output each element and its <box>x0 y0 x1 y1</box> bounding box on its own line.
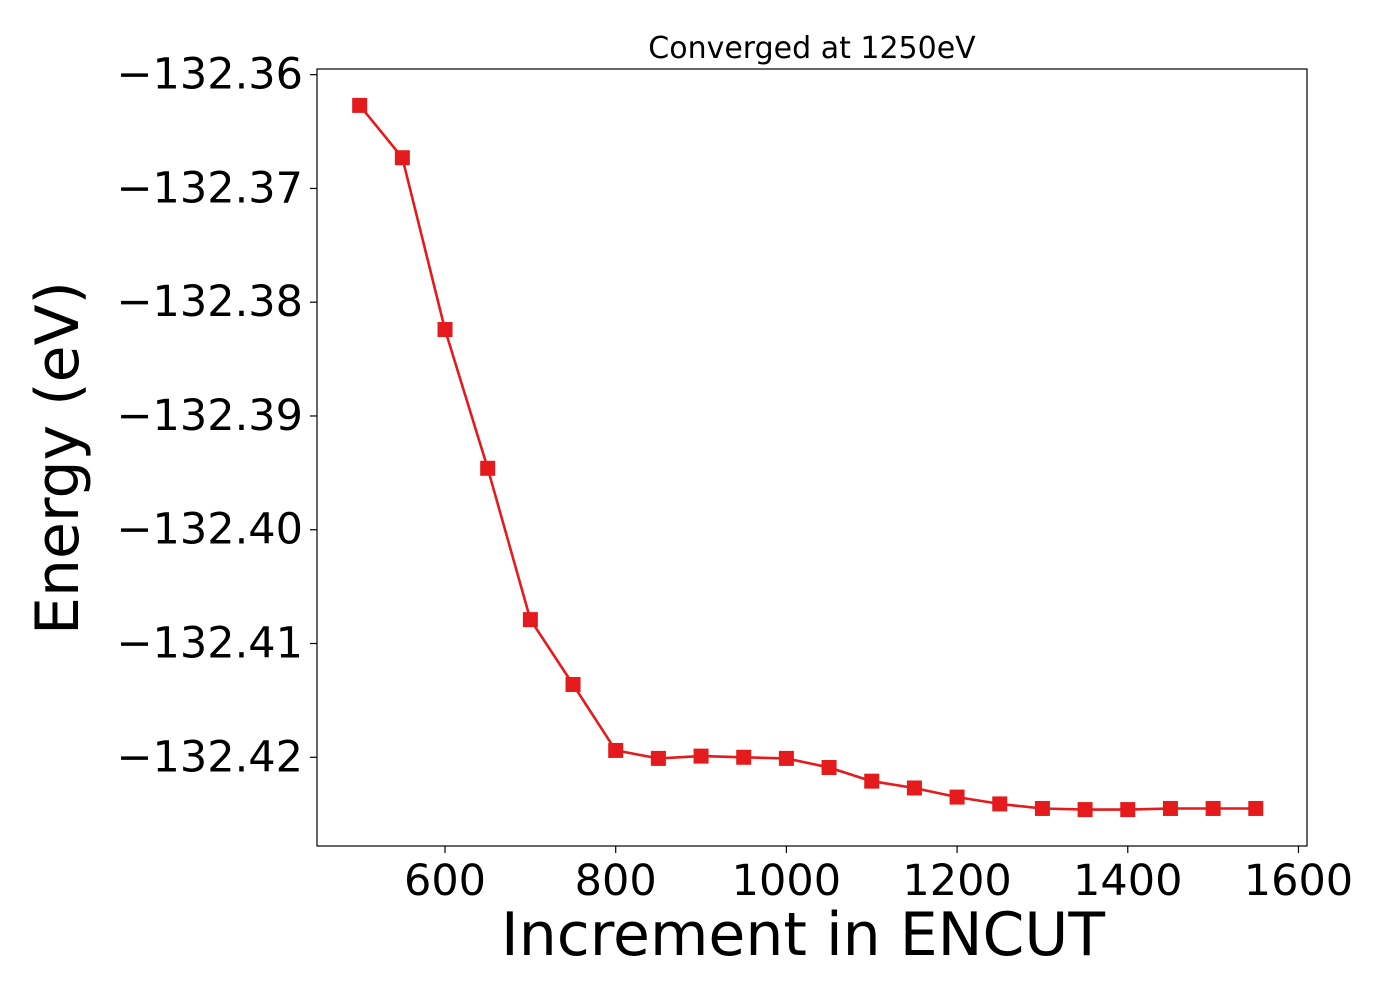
data-point-marker <box>394 150 410 166</box>
x-tick-label: 1000 <box>732 856 841 906</box>
data-point-marker <box>1248 800 1264 816</box>
y-tick-label: −132.40 <box>117 505 304 555</box>
data-point-marker <box>1077 802 1093 818</box>
data-point-marker <box>1034 800 1050 816</box>
data-point-marker <box>608 742 624 758</box>
x-tick-label: 1200 <box>902 856 1011 906</box>
data-point-marker <box>949 789 965 805</box>
x-axis: 600 800 1000 1200 1400 1600 <box>404 846 1353 906</box>
data-point-marker <box>778 750 794 766</box>
y-tick-label: −132.41 <box>117 619 304 669</box>
data-point-marker <box>565 676 581 692</box>
data-point-marker <box>650 750 666 766</box>
y-axis: −132.36 −132.37 −132.38 −132.39 −132.40 −132.… <box>117 50 317 782</box>
y-tick-label: −132.36 <box>117 50 304 100</box>
data-point-marker <box>522 612 538 628</box>
chart-title: Converged at 1250eV <box>648 31 976 66</box>
x-tick-label: 1400 <box>1073 856 1182 906</box>
data-point-marker <box>1162 800 1178 816</box>
data-point-marker <box>906 780 922 796</box>
series-line <box>358 104 1256 811</box>
x-axis-title: Increment in ENCUT <box>501 900 1105 970</box>
y-tick-label: −132.38 <box>117 277 304 327</box>
data-point-marker <box>992 796 1008 812</box>
y-tick-label: −132.37 <box>117 163 304 213</box>
y-tick-label: −132.39 <box>117 391 304 441</box>
plot-frame <box>316 68 1308 847</box>
data-point-marker <box>480 460 496 476</box>
data-point-marker <box>1205 800 1221 816</box>
data-point-marker <box>1120 802 1136 818</box>
series-layer <box>352 97 1264 818</box>
x-tick-label: 800 <box>575 856 657 906</box>
data-point-marker <box>437 322 453 338</box>
data-point-marker <box>352 97 368 113</box>
y-tick-label: −132.42 <box>117 732 304 782</box>
data-point-marker <box>736 749 752 765</box>
x-tick-label: 1600 <box>1244 856 1353 906</box>
plot-area <box>316 68 1308 847</box>
data-point-marker <box>821 760 837 776</box>
y-axis-title: Energy (eV) <box>23 281 93 635</box>
data-point-marker <box>864 773 880 789</box>
x-tick-label: 600 <box>404 856 486 906</box>
data-point-marker <box>693 748 709 764</box>
